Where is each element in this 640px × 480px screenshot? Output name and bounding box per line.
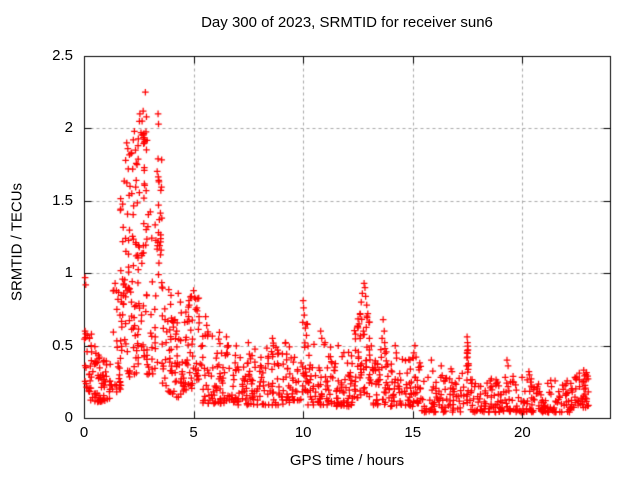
x-tick-label: 15 [404, 424, 422, 441]
y-tick-label: 1.5 [52, 191, 73, 209]
chart-title: Day 300 of 2023, SRMTID for receiver sun… [201, 14, 493, 31]
x-tick-label: 10 [294, 424, 312, 441]
x-tick-label: 0 [79, 424, 89, 441]
x-tick-label: 5 [189, 424, 198, 441]
y-tick-label: 2.5 [52, 47, 73, 64]
y-tick-label: 1 [64, 264, 73, 282]
y-tick-label: 0 [64, 409, 73, 426]
x-axis-label: GPS time / hours [289, 452, 405, 469]
x-tick-label: 20 [513, 424, 531, 441]
y-tick-label: 0.5 [52, 336, 73, 354]
y-tick-label: 2 [64, 119, 73, 137]
